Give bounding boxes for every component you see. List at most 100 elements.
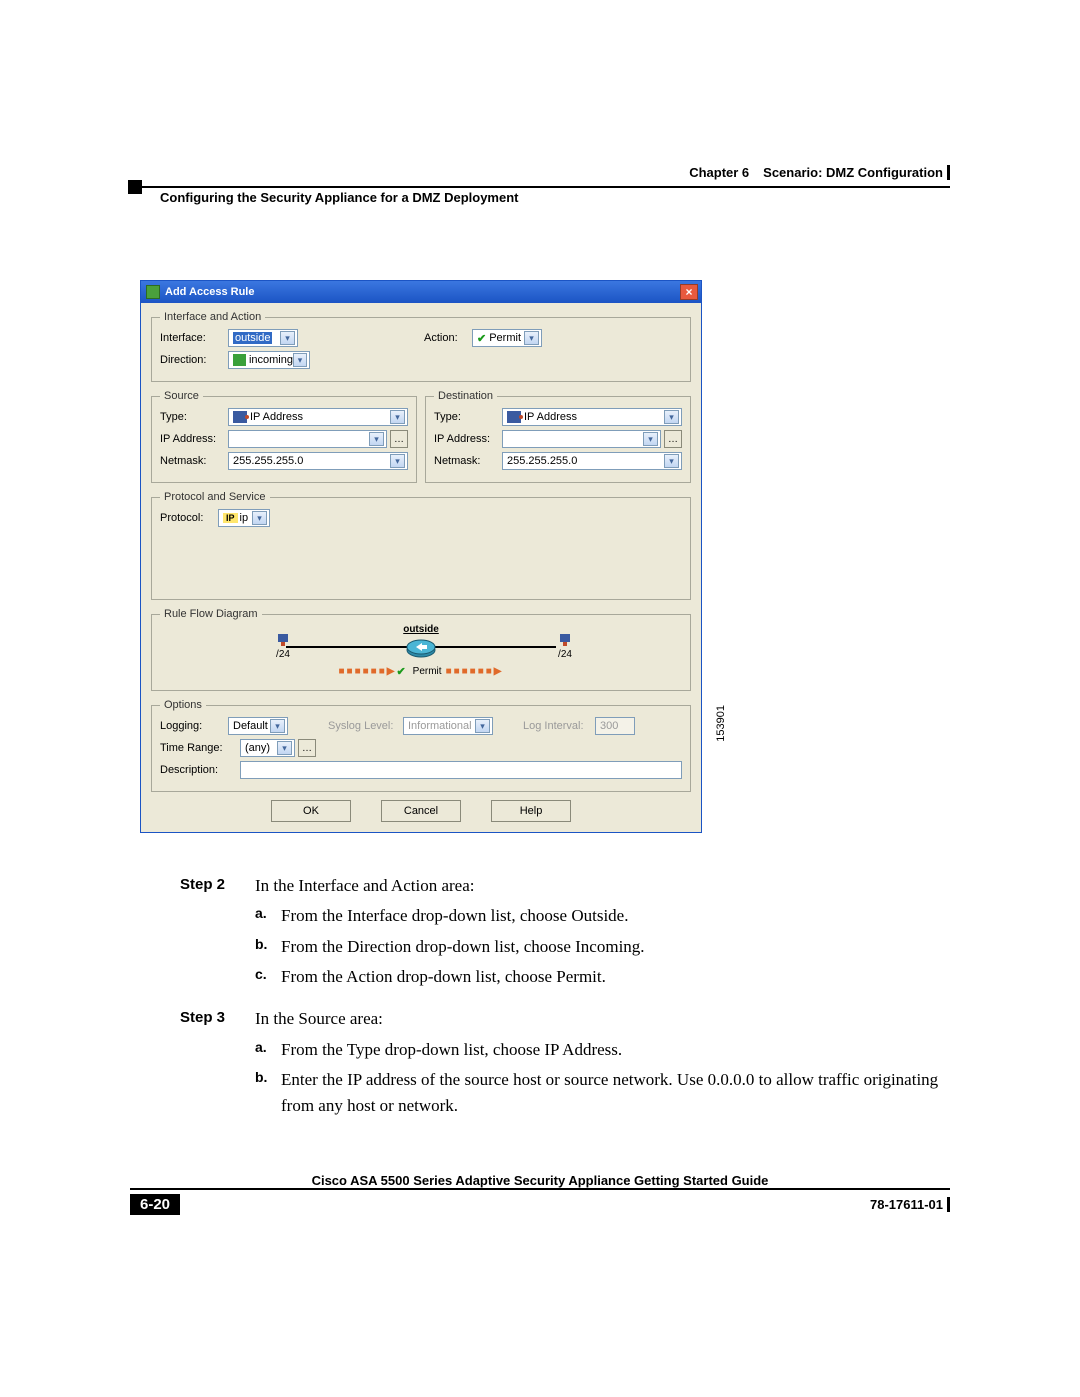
chevron-down-icon: ▾ xyxy=(643,432,658,446)
dialog-title: Add Access Rule xyxy=(165,286,254,298)
direction-value: incoming xyxy=(249,354,293,366)
options-group: Options Logging: Default ▾ Syslog Level:… xyxy=(151,699,691,792)
interval-label: Log Interval: xyxy=(523,720,595,732)
direction-select[interactable]: incoming ▾ xyxy=(228,351,310,369)
protocol-select[interactable]: IP ip ▾ xyxy=(218,509,270,527)
source-type-select[interactable]: IP Address ▾ xyxy=(228,408,408,426)
source-netmask-value: 255.255.255.0 xyxy=(233,455,303,467)
dest-ip-select[interactable]: ▾ xyxy=(502,430,661,448)
footer-rule xyxy=(130,1188,950,1190)
flow-permit-label: Permit xyxy=(413,666,442,677)
destination-legend: Destination xyxy=(434,390,497,402)
source-netmask-select[interactable]: 255.255.255.0 ▾ xyxy=(228,452,408,470)
action-label: Action: xyxy=(424,332,472,344)
chevron-down-icon: ▾ xyxy=(270,719,285,733)
timerange-browse-button[interactable]: … xyxy=(298,739,316,757)
dest-type-value: IP Address xyxy=(524,411,577,423)
dest-ip-label: IP Address: xyxy=(434,433,502,445)
chevron-down-icon: ▾ xyxy=(524,331,539,345)
timerange-label: Time Range: xyxy=(160,742,240,754)
description-label: Description: xyxy=(160,764,240,776)
header-rule xyxy=(130,186,950,188)
chevron-down-icon: ▾ xyxy=(664,410,679,424)
dest-netmask-label: Netmask: xyxy=(434,455,502,467)
timerange-value: (any) xyxy=(245,742,270,754)
step3-label: Step 3 xyxy=(130,1006,255,1119)
dest-type-select[interactable]: IP Address ▾ xyxy=(502,408,682,426)
dialog-titlebar[interactable]: Add Access Rule × xyxy=(141,281,701,303)
chevron-down-icon: ▾ xyxy=(664,454,679,468)
step2-b: From the Direction drop-down list, choos… xyxy=(281,934,950,960)
chevron-down-icon: ▾ xyxy=(475,719,490,733)
interface-value: outside xyxy=(233,332,272,344)
chevron-down-icon: ▾ xyxy=(369,432,384,446)
scenario-label: Scenario: DMZ Configuration xyxy=(763,165,943,180)
flow-mask-right: /24 xyxy=(558,649,572,660)
footer-guide-title: Cisco ASA 5500 Series Adaptive Security … xyxy=(130,1173,950,1188)
dest-type-label: Type: xyxy=(434,411,502,423)
source-type-value: IP Address xyxy=(250,411,303,423)
close-button[interactable]: × xyxy=(680,284,698,300)
section-title: Configuring the Security Appliance for a… xyxy=(160,190,950,205)
step2-a: From the Interface drop-down list, choos… xyxy=(281,903,950,929)
dest-netmask-value: 255.255.255.0 xyxy=(507,455,577,467)
step2-intro: In the Interface and Action area: xyxy=(255,873,950,899)
protocol-legend: Protocol and Service xyxy=(160,491,270,503)
protocol-label: Protocol: xyxy=(160,512,218,524)
description-input[interactable] xyxy=(240,761,682,779)
logging-value: Default xyxy=(233,720,268,732)
chapter-label: Chapter 6 xyxy=(689,165,749,180)
source-ip-label: IP Address: xyxy=(160,433,228,445)
source-netmask-label: Netmask: xyxy=(160,455,228,467)
step2-label: Step 2 xyxy=(130,873,255,990)
syslog-select: Informational ▾ xyxy=(403,717,493,735)
add-access-rule-dialog: Add Access Rule × Interface and Action I… xyxy=(140,280,702,833)
timerange-select[interactable]: (any) ▾ xyxy=(240,739,295,757)
step3-a: From the Type drop-down list, choose IP … xyxy=(281,1037,950,1063)
source-group: Source Type: IP Address ▾ IP Address: xyxy=(151,390,417,483)
protocol-value: ip xyxy=(240,512,249,524)
options-legend: Options xyxy=(160,699,206,711)
ip-address-icon xyxy=(233,411,247,423)
flow-legend: Rule Flow Diagram xyxy=(160,608,262,620)
permit-check-icon: ✔ xyxy=(477,332,486,345)
interface-label: Interface: xyxy=(160,332,228,344)
document-number: 78-17611-01 xyxy=(870,1197,950,1212)
flow-diagram-group: Rule Flow Diagram outside /24 xyxy=(151,608,691,691)
step2-c: From the Action drop-down list, choose P… xyxy=(281,964,950,990)
source-ip-browse-button[interactable]: … xyxy=(390,430,408,448)
syslog-label: Syslog Level: xyxy=(328,720,403,732)
direction-icon xyxy=(233,354,246,366)
page-number: 6-20 xyxy=(130,1194,180,1215)
router-icon xyxy=(406,636,436,658)
app-icon xyxy=(146,285,160,299)
flow-diagram: outside /24 xyxy=(166,630,676,678)
dest-ip-browse-button[interactable]: … xyxy=(664,430,682,448)
source-ip-select[interactable]: ▾ xyxy=(228,430,387,448)
interval-value: 300 xyxy=(600,720,618,732)
action-select[interactable]: ✔ Permit ▾ xyxy=(472,329,542,347)
action-value: Permit xyxy=(489,332,521,344)
chevron-down-icon: ▾ xyxy=(293,353,307,367)
direction-label: Direction: xyxy=(160,354,228,366)
syslog-value: Informational xyxy=(408,720,472,732)
permit-check-icon: ✔ xyxy=(396,665,405,678)
dest-netmask-select[interactable]: 255.255.255.0 ▾ xyxy=(502,452,682,470)
header-square xyxy=(128,180,142,194)
help-button[interactable]: Help xyxy=(491,800,571,822)
chevron-down-icon: ▾ xyxy=(390,454,405,468)
interface-action-group: Interface and Action Interface: outside … xyxy=(151,311,691,382)
ok-button[interactable]: OK xyxy=(271,800,351,822)
logging-select[interactable]: Default ▾ xyxy=(228,717,288,735)
image-id: 153901 xyxy=(715,705,727,742)
interval-input: 300 xyxy=(595,717,635,735)
logging-label: Logging: xyxy=(160,720,228,732)
destination-group: Destination Type: IP Address ▾ IP Addres… xyxy=(425,390,691,483)
chevron-down-icon: ▾ xyxy=(390,410,405,424)
cancel-button[interactable]: Cancel xyxy=(381,800,461,822)
host-icon xyxy=(276,634,290,646)
flow-mask-left: /24 xyxy=(276,649,290,660)
interface-select[interactable]: outside ▾ xyxy=(228,329,298,347)
chapter-header: Chapter 6 Scenario: DMZ Configuration xyxy=(130,165,950,180)
step3-b: Enter the IP address of the source host … xyxy=(281,1067,950,1120)
